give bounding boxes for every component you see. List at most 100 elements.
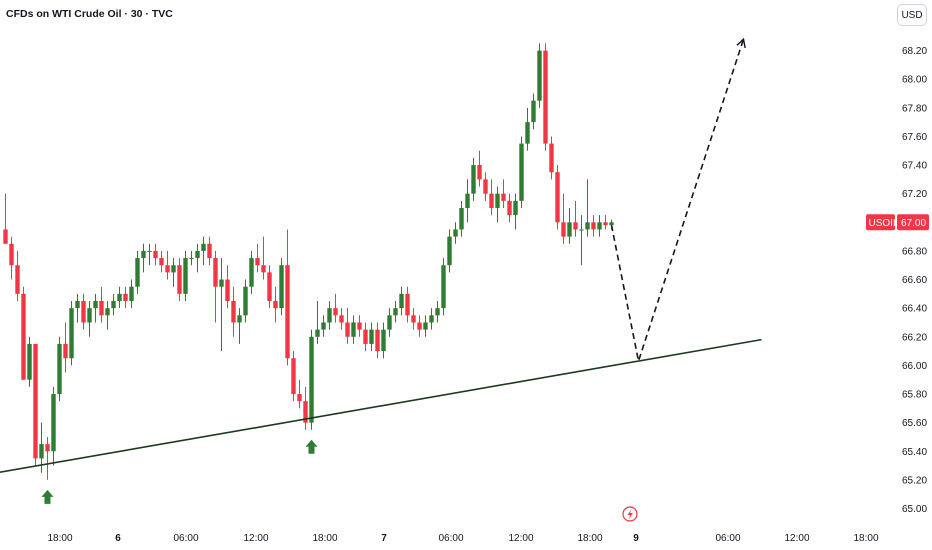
candle-body <box>9 243 14 266</box>
candle <box>483 172 488 201</box>
time-tick-label: 12:00 <box>243 533 268 544</box>
candle-body <box>327 308 332 323</box>
candle-body <box>285 265 290 359</box>
candle-body <box>171 265 176 273</box>
candle <box>507 193 512 223</box>
candle <box>525 107 530 151</box>
candle <box>543 43 548 151</box>
time-tick-label: 9 <box>633 533 639 544</box>
time-tick-label: 18:00 <box>853 533 878 544</box>
currency-button[interactable]: USD <box>897 4 927 26</box>
candle <box>555 165 560 230</box>
candle-body <box>543 50 548 144</box>
candle-body <box>291 358 296 395</box>
candle-body <box>183 258 188 294</box>
price-axis[interactable]: 65.00 65.20 65.40 65.60 65.80 66.00 66.20 66.40… <box>866 46 929 515</box>
candle <box>573 200 578 237</box>
candle <box>561 193 566 244</box>
candle <box>345 308 350 344</box>
candle-body <box>69 308 74 359</box>
candle-body <box>399 293 404 309</box>
candle <box>567 207 572 244</box>
candle <box>291 351 296 402</box>
candle <box>411 308 416 330</box>
time-axis[interactable]: 18:00 6 06:00 12:00 18:00 7 06:00 12:00 18:00 9 06… <box>47 506 879 544</box>
candle-body <box>369 329 374 344</box>
lightning-icon[interactable] <box>622 506 638 522</box>
candle-body <box>567 222 572 237</box>
candle-body <box>579 229 584 231</box>
candle <box>429 308 434 330</box>
candle-body <box>117 293 122 302</box>
candle <box>279 258 284 316</box>
candle-body <box>279 265 284 309</box>
price-tick-label: 66.60 <box>902 275 927 286</box>
candle <box>393 301 398 323</box>
trendline[interactable] <box>0 338 762 477</box>
candle <box>249 250 254 294</box>
arrow-up-icon[interactable] <box>305 439 318 454</box>
candle <box>27 336 32 387</box>
price-tick-label: 65.80 <box>902 390 927 401</box>
candle <box>495 186 500 223</box>
candle <box>285 229 290 366</box>
candle <box>597 215 602 237</box>
arrow-up-icon[interactable] <box>41 489 54 504</box>
candle-body <box>189 258 194 260</box>
candle-body <box>21 293 26 380</box>
candle <box>165 250 170 280</box>
time-tick-label: 7 <box>381 533 387 544</box>
candle-body <box>447 236 452 266</box>
candle-body <box>507 200 512 216</box>
symbol-tag-label: USOIL <box>869 218 899 229</box>
candle <box>477 150 482 187</box>
time-tick-label: 12:00 <box>508 533 533 544</box>
candle-body <box>147 250 152 252</box>
candle <box>603 215 608 230</box>
candle <box>237 308 242 344</box>
candle <box>333 293 338 323</box>
candle <box>183 250 188 302</box>
candle <box>441 258 446 316</box>
candle <box>195 243 200 273</box>
candle <box>459 200 464 237</box>
candle-body <box>519 143 524 201</box>
candle <box>357 315 362 337</box>
candle-body <box>477 165 482 180</box>
candle-body <box>219 279 224 287</box>
candle-body <box>585 222 590 230</box>
forecast-path[interactable] <box>610 38 745 365</box>
price-tick-label: 65.20 <box>902 475 927 486</box>
candle <box>87 301 92 337</box>
price-tick-label: 67.60 <box>902 132 927 143</box>
candle-body <box>357 322 362 330</box>
candle-body <box>573 222 578 230</box>
candle <box>111 293 116 316</box>
candle-body <box>255 258 260 266</box>
candle-body <box>309 336 314 423</box>
price-tick-label: 65.00 <box>902 504 927 515</box>
candle <box>315 301 320 344</box>
candle-body <box>195 250 200 259</box>
candle-body <box>405 293 410 316</box>
candle-body <box>303 401 308 423</box>
candle-body <box>495 193 500 208</box>
candle <box>201 236 206 266</box>
candle <box>423 315 428 337</box>
candle-body <box>111 301 116 309</box>
candle <box>453 222 458 244</box>
price-tick-label: 66.20 <box>902 332 927 343</box>
candle-body <box>387 315 392 330</box>
candle <box>519 136 524 208</box>
candle-body <box>33 343 38 459</box>
candle-body <box>45 444 50 452</box>
candle <box>159 250 164 273</box>
price-tick-label: 65.60 <box>902 418 927 429</box>
candle <box>363 322 368 352</box>
candle <box>255 243 260 273</box>
candle-body <box>363 329 368 344</box>
last-price-tag <box>897 214 929 231</box>
candle <box>381 322 386 359</box>
candle <box>135 250 140 294</box>
